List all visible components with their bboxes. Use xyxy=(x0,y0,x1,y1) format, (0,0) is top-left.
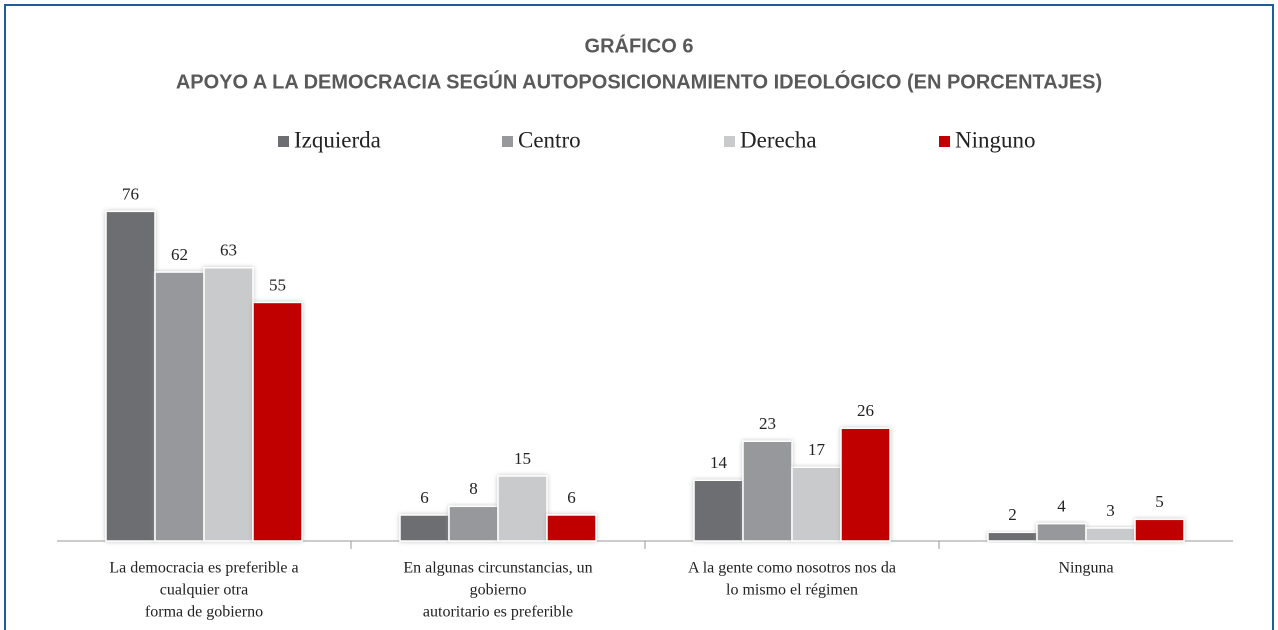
data-label: 14 xyxy=(710,453,728,472)
bar xyxy=(252,301,303,542)
x-tick-label: Ninguna xyxy=(1058,560,1113,577)
bar xyxy=(693,479,744,542)
legend-label: Centro xyxy=(518,127,581,152)
x-tick-label: cualquier otra xyxy=(160,582,248,599)
data-label: 2 xyxy=(1008,505,1017,524)
bar xyxy=(840,427,891,542)
legend-label: Ninguno xyxy=(955,127,1036,152)
bar xyxy=(791,466,842,542)
legend-swatch xyxy=(939,136,950,147)
legend-swatch xyxy=(502,136,513,147)
data-label: 55 xyxy=(269,275,286,294)
bar xyxy=(399,514,450,542)
bar xyxy=(1085,527,1136,542)
data-label: 4 xyxy=(1057,497,1066,516)
chart-subtitle: APOYO A LA DEMOCRACIA SEGÚN AUTOPOSICION… xyxy=(176,69,1102,93)
x-tick-label: autoritario es preferible xyxy=(423,604,573,621)
data-label: 6 xyxy=(567,488,576,507)
legend-label: Derecha xyxy=(740,127,817,152)
data-label: 62 xyxy=(171,245,188,264)
data-label: 5 xyxy=(1155,492,1164,511)
bar xyxy=(105,210,156,542)
chart-title: GRÁFICO 6 xyxy=(585,34,694,57)
bar xyxy=(546,514,597,542)
data-label: 76 xyxy=(122,184,139,203)
x-tick-label: A la gente como nosotros nos da xyxy=(688,560,896,577)
bar xyxy=(1134,518,1185,542)
legend-swatch xyxy=(724,136,735,147)
bar xyxy=(497,475,548,542)
data-label: 8 xyxy=(469,479,478,498)
x-tick-label: gobierno xyxy=(470,582,527,599)
bar xyxy=(448,505,499,542)
x-tick-label: En algunas circunstancias, un xyxy=(403,560,592,577)
data-label: 26 xyxy=(857,401,874,420)
bar xyxy=(987,531,1038,542)
x-tick-label: forma de gobierno xyxy=(145,604,263,621)
data-label: 63 xyxy=(220,241,237,260)
frame xyxy=(4,4,1274,630)
data-label: 17 xyxy=(808,440,826,459)
bar xyxy=(154,271,205,542)
data-label: 3 xyxy=(1106,501,1115,520)
data-label: 15 xyxy=(514,449,531,468)
bar xyxy=(203,266,254,542)
x-tick-label: lo mismo el régimen xyxy=(726,582,858,599)
legend-label: Izquierda xyxy=(294,127,381,152)
bar xyxy=(1036,522,1087,542)
legend-swatch xyxy=(278,136,289,147)
data-label: 6 xyxy=(420,488,429,507)
data-label: 23 xyxy=(759,414,776,433)
bar xyxy=(742,440,793,542)
x-tick-label: La democracia es preferible a xyxy=(109,560,298,577)
